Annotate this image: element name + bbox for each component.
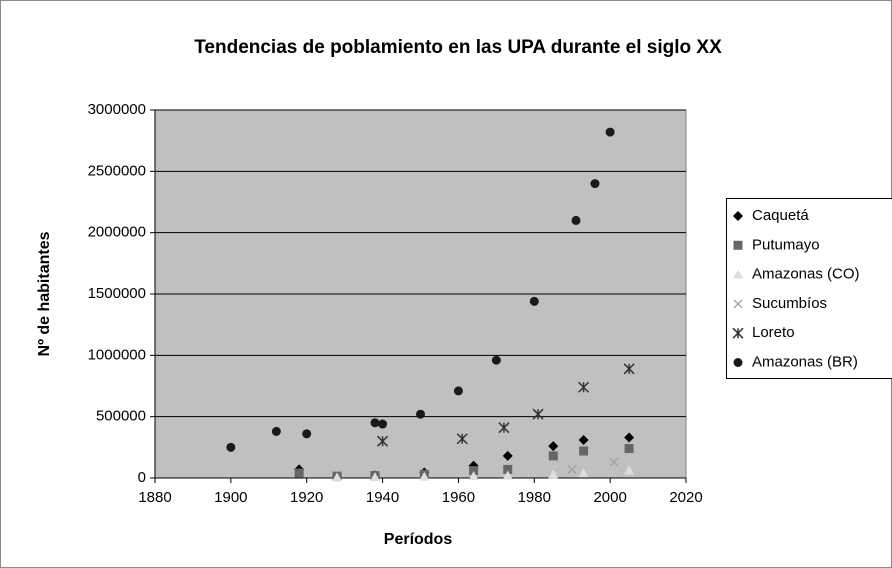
marker bbox=[548, 469, 559, 479]
marker bbox=[369, 472, 380, 482]
marker bbox=[502, 470, 513, 480]
marker bbox=[377, 435, 389, 447]
legend-box bbox=[726, 198, 892, 379]
marker bbox=[453, 386, 463, 396]
marker bbox=[294, 468, 304, 478]
x-tick-label: 1900 bbox=[214, 489, 247, 506]
marker bbox=[624, 432, 635, 443]
marker bbox=[609, 457, 619, 467]
legend-marker bbox=[732, 327, 744, 339]
marker bbox=[226, 442, 236, 452]
marker bbox=[370, 418, 380, 428]
marker bbox=[503, 464, 513, 474]
x-tick-label: 1920 bbox=[290, 489, 323, 506]
legend-label: Amazonas (CO) bbox=[752, 266, 860, 283]
x-tick-label: 1940 bbox=[366, 489, 399, 506]
legend-label: Putumayo bbox=[752, 236, 820, 253]
marker bbox=[578, 468, 589, 478]
y-tick-label: 2000000 bbox=[88, 224, 146, 241]
y-tick-label: 500000 bbox=[96, 408, 146, 425]
marker bbox=[468, 471, 479, 481]
marker bbox=[571, 215, 581, 225]
y-tick-label: 0 bbox=[138, 469, 146, 486]
marker bbox=[456, 433, 468, 445]
marker bbox=[624, 465, 635, 475]
marker bbox=[548, 441, 559, 452]
legend-label: Sucumbíos bbox=[752, 295, 827, 312]
marker bbox=[419, 471, 430, 481]
marker bbox=[590, 179, 600, 189]
y-tick-label: 2500000 bbox=[88, 162, 146, 179]
legend-marker bbox=[733, 358, 743, 367]
x-tick-label: 1960 bbox=[442, 489, 475, 506]
legend-label: Loreto bbox=[752, 324, 795, 341]
y-tick-label: 1000000 bbox=[88, 346, 146, 363]
marker bbox=[529, 296, 539, 306]
marker bbox=[416, 409, 425, 419]
y-tick-label: 1500000 bbox=[88, 285, 146, 302]
y-tick-label: 3000000 bbox=[88, 101, 146, 118]
legend-marker bbox=[733, 240, 743, 250]
marker bbox=[624, 444, 634, 454]
x-tick-label: 2000 bbox=[593, 489, 626, 506]
x-tick-label: 1880 bbox=[138, 489, 171, 506]
marker bbox=[532, 408, 544, 420]
marker bbox=[578, 434, 589, 445]
marker bbox=[502, 450, 513, 461]
marker bbox=[498, 422, 510, 434]
marker bbox=[378, 419, 388, 429]
x-tick-label: 2020 bbox=[669, 489, 702, 506]
y-axis-title: Nº de habitantes bbox=[36, 231, 53, 356]
x-tick-label: 1980 bbox=[518, 489, 551, 506]
marker bbox=[605, 127, 615, 137]
chart-title: Tendencias de poblamiento en las UPA dur… bbox=[194, 37, 722, 58]
marker bbox=[332, 472, 343, 482]
legend-marker bbox=[733, 269, 743, 279]
marker bbox=[548, 451, 558, 461]
marker bbox=[271, 426, 281, 436]
marker bbox=[491, 355, 501, 365]
marker bbox=[302, 429, 312, 439]
marker bbox=[578, 381, 590, 393]
legend-marker bbox=[733, 211, 743, 221]
marker bbox=[623, 363, 635, 375]
legend-marker bbox=[733, 299, 743, 309]
marker bbox=[469, 466, 479, 476]
legend-label: Amazonas (BR) bbox=[752, 353, 858, 370]
marker bbox=[567, 464, 577, 474]
legend-label: Caquetá bbox=[752, 207, 809, 224]
marker bbox=[579, 446, 589, 456]
x-axis-title: Períodos bbox=[384, 531, 453, 548]
